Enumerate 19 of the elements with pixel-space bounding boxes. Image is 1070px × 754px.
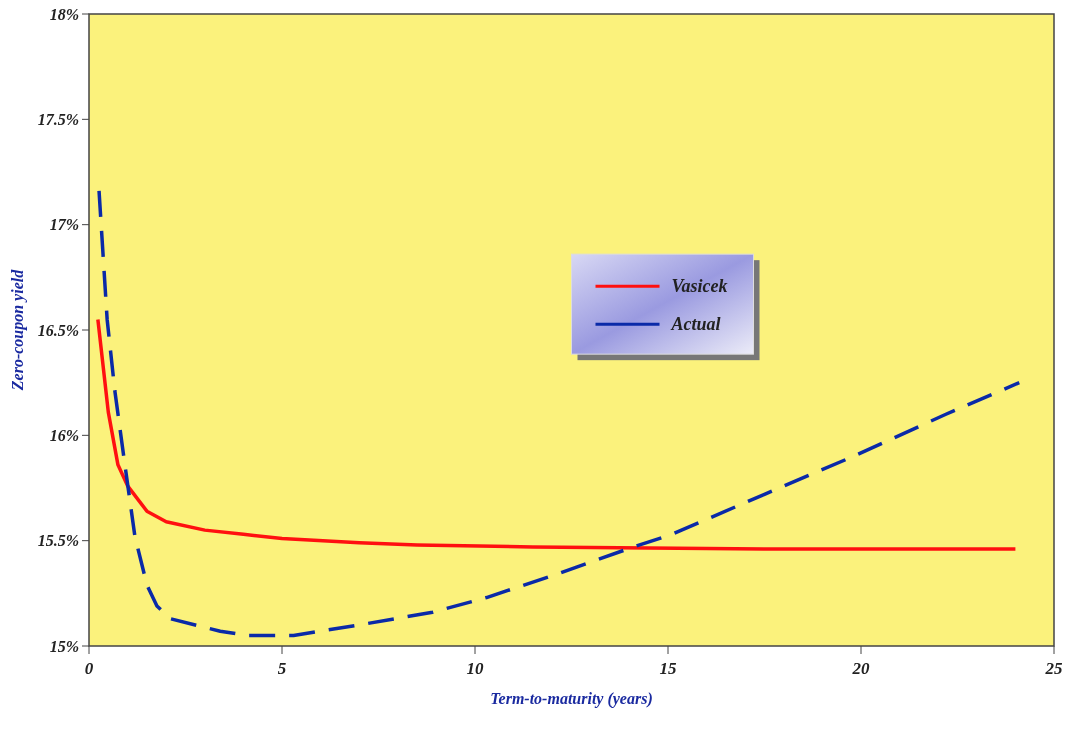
x-tick-label: 15 [659, 659, 677, 678]
y-tick-label: 16.5% [37, 321, 79, 339]
x-tick-label: 10 [466, 659, 484, 678]
legend-label: Actual [670, 314, 721, 335]
x-axis-title: Term-to-maturity (years) [490, 690, 653, 708]
y-tick-label: 16% [49, 426, 79, 444]
x-tick-label: 25 [1044, 659, 1063, 678]
line-series [96, 317, 1018, 551]
y-tick-label: 17.5% [37, 110, 79, 128]
x-tick-label: 0 [84, 659, 94, 678]
y-tick-label: 18% [49, 5, 79, 23]
legend-label: Vasicek [671, 276, 728, 297]
y-tick-label: 17% [49, 216, 79, 234]
line-series [97, 189, 1022, 638]
x-tick-label: 5 [277, 659, 287, 678]
y-tick-label: 15.5% [37, 532, 79, 550]
y-tick-label: 15% [49, 637, 79, 655]
x-tick-label: 20 [851, 659, 870, 678]
y-axis-title: Zero-coupon yield [9, 268, 27, 392]
